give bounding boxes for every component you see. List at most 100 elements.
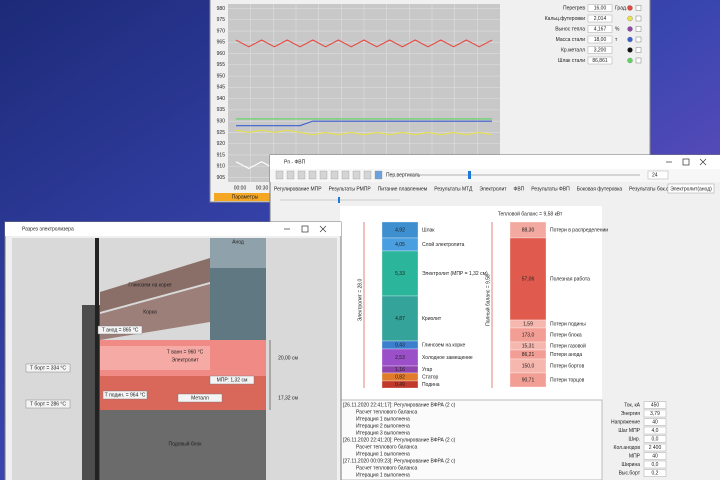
param-box[interactable] <box>587 14 613 23</box>
y-tick-label: 980 <box>217 6 226 12</box>
slider-box[interactable] <box>647 170 669 180</box>
param-box[interactable] <box>643 401 667 409</box>
tab[interactable]: Боковая футеровка <box>577 186 623 192</box>
param-check[interactable] <box>635 57 642 64</box>
tab[interactable]: Питание плавлением <box>378 186 428 192</box>
title-bar <box>270 155 720 169</box>
param-check[interactable] <box>635 15 642 22</box>
section-label: Анод <box>232 239 244 245</box>
slider-thumb[interactable] <box>468 171 471 179</box>
log-line: Итерация 2 выполнена <box>356 423 410 429</box>
tab[interactable]: ФВП <box>514 186 525 192</box>
tool-icon[interactable] <box>330 170 339 180</box>
log-line: [26.11.2020 22:41:20]: Регулирование ВФР… <box>343 437 456 443</box>
anode <box>210 268 266 346</box>
param-box[interactable] <box>587 25 613 33</box>
maximize[interactable] <box>682 158 690 166</box>
log-line: Итерация 3 выполнена <box>356 430 410 436</box>
param-box[interactable] <box>587 4 613 12</box>
title-bar <box>5 222 341 236</box>
param-value: 450 <box>651 402 660 408</box>
param-box[interactable] <box>643 460 667 469</box>
param-box[interactable] <box>587 56 613 65</box>
section-window: Разрез электролизера Анод Глинозем на корк… <box>4 221 342 480</box>
segment-label: Статор <box>422 374 439 380</box>
tool-icon[interactable] <box>286 170 295 180</box>
tool-icon[interactable] <box>341 170 350 180</box>
param-box[interactable] <box>643 409 667 418</box>
slider2-thumb[interactable] <box>338 197 340 203</box>
param-box[interactable] <box>643 452 667 460</box>
left-segment <box>381 295 419 342</box>
tab[interactable]: Результаты бок.фут <box>629 186 676 192</box>
y-tick-label: 925 <box>217 130 226 136</box>
right-axis-label: Полный баланс = 9,58 <box>484 274 491 326</box>
trend-line <box>236 120 492 127</box>
tool-icon[interactable] <box>363 170 372 180</box>
segment-value: 86,21 <box>522 352 535 358</box>
param-box[interactable] <box>643 443 667 452</box>
label-box <box>25 399 71 409</box>
segment-value: 57,06 <box>522 276 535 282</box>
y-tick-label: 975 <box>217 17 226 23</box>
param-check[interactable] <box>635 36 642 43</box>
y-tick-label: 960 <box>217 51 226 57</box>
orange-button[interactable] <box>214 193 276 201</box>
y-tick-label: 955 <box>217 62 226 68</box>
param-check[interactable] <box>635 26 642 32</box>
param-color <box>627 36 633 43</box>
tab[interactable]: Результаты РМПР <box>329 186 372 192</box>
tool-icon[interactable] <box>308 170 317 180</box>
left-segment <box>381 250 419 297</box>
param-box[interactable] <box>643 469 667 477</box>
x-tick-label: 00:00 <box>234 185 247 191</box>
tool-icon[interactable] <box>275 170 284 180</box>
tool-icon[interactable] <box>374 170 383 180</box>
param-value: 4,167 <box>594 26 607 32</box>
tab[interactable]: Результаты МТД <box>434 186 473 192</box>
param-box[interactable] <box>643 418 667 426</box>
right-segment <box>509 372 547 388</box>
section-label: Т борт = 334 °C <box>30 365 66 371</box>
param-check[interactable] <box>635 5 642 11</box>
segment-label: Потери бортов <box>550 363 585 369</box>
tool-icon[interactable] <box>352 170 361 180</box>
segment-value: 4,92 <box>395 227 405 233</box>
segment-value: 15,31 <box>522 343 535 349</box>
maximize[interactable] <box>301 225 309 233</box>
close[interactable] <box>699 158 707 166</box>
slider-value: 24 <box>652 172 658 178</box>
param-value: 0,2 <box>652 470 659 476</box>
param-box[interactable] <box>587 35 613 44</box>
tool-icon[interactable] <box>319 170 328 180</box>
y-tick-label: 945 <box>217 85 226 91</box>
tool-icon[interactable] <box>297 170 306 180</box>
left-segment <box>381 380 419 389</box>
section-label: МПР: 1,32 см <box>217 377 248 383</box>
segment-label: Холодное замещение <box>422 355 473 361</box>
param-check[interactable] <box>635 47 642 53</box>
param-box[interactable] <box>643 435 667 443</box>
param-label: Шлак стали <box>558 58 585 64</box>
param-unit: Град.С <box>615 5 631 11</box>
label-box <box>102 390 148 400</box>
param-label: Кр.металл <box>561 47 585 53</box>
close[interactable] <box>319 225 327 233</box>
param-box[interactable] <box>643 426 667 435</box>
param-box[interactable] <box>587 46 613 54</box>
y-tick-label: 940 <box>217 96 226 102</box>
tab[interactable]: Регулирование МПР <box>274 186 322 192</box>
segment-label: Потери газовой <box>550 342 586 349</box>
section-label: Электролит <box>171 357 199 363</box>
tab-button[interactable] <box>667 183 715 194</box>
section-label: 17,32 см <box>278 395 298 401</box>
param-color <box>627 26 633 32</box>
tab[interactable]: Результаты ФВП <box>531 186 570 192</box>
segment-label: Потери подины <box>550 321 586 327</box>
param-label: Кол.анодов <box>614 445 641 451</box>
window-title: Разрез электролизера <box>22 226 74 232</box>
section-label: Т подин. = 964 °C <box>105 392 146 398</box>
segment-value: 88,30 <box>522 227 535 233</box>
segment-value: 173,0 <box>522 332 535 338</box>
tab[interactable]: Электролит <box>479 186 507 192</box>
